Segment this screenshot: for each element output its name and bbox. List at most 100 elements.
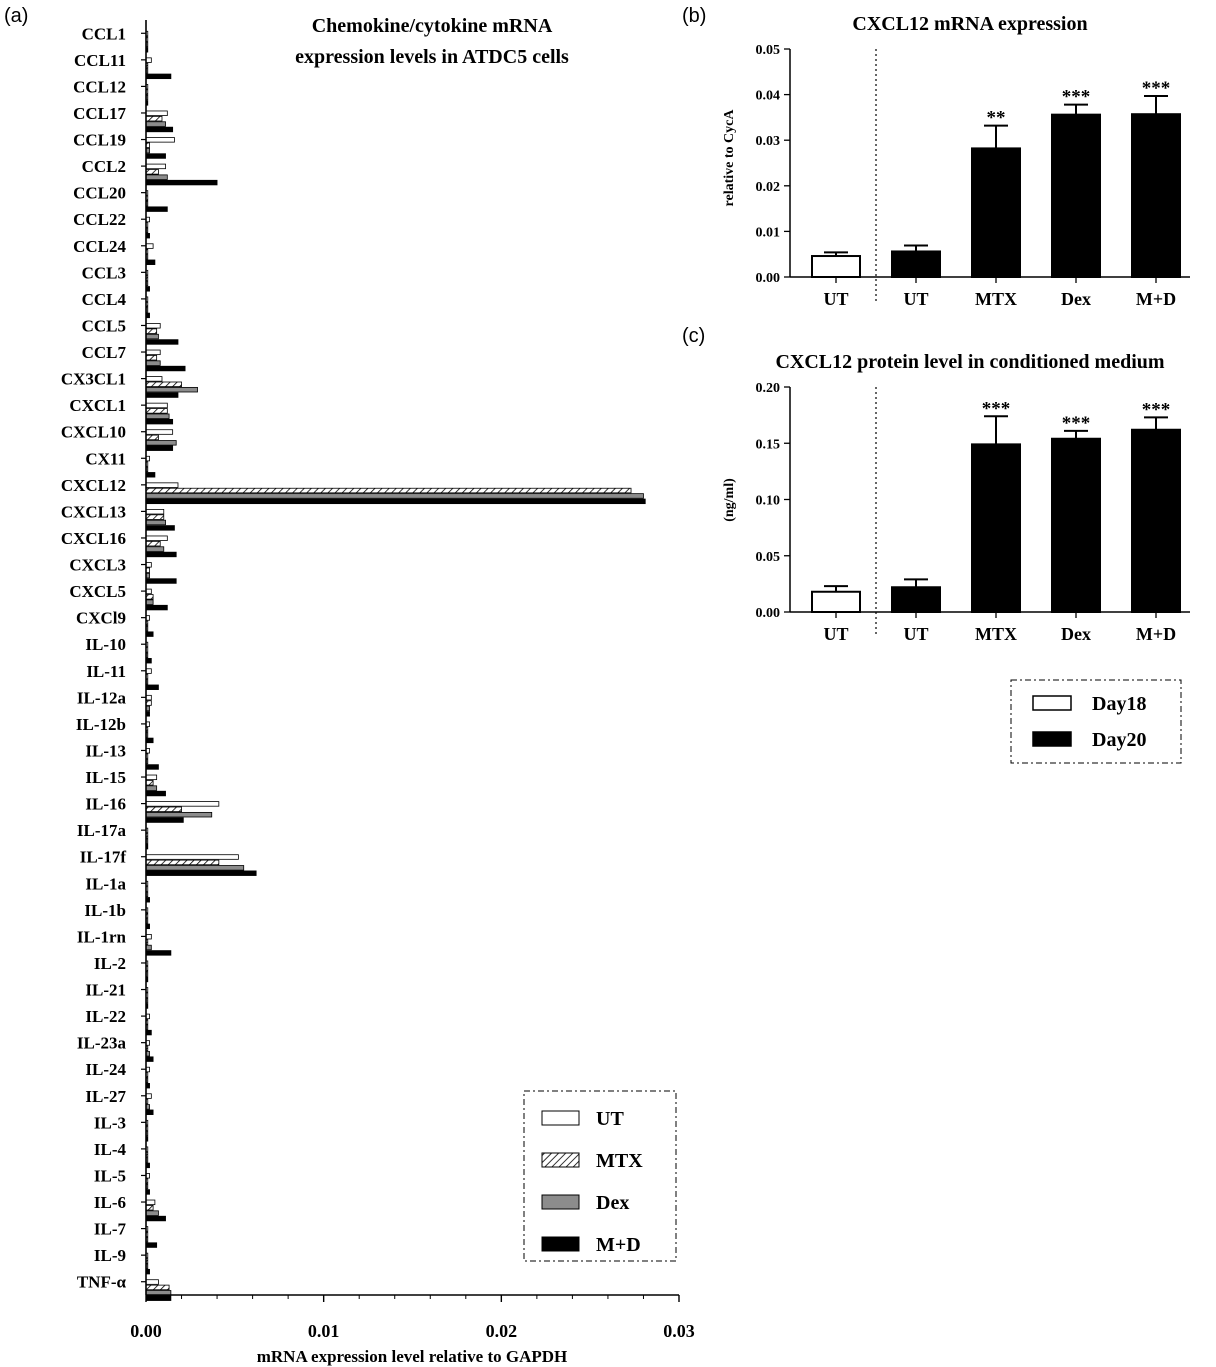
x-tick-label: 0.02 [486,1321,518,1341]
bar-mtx-cxcl10 [145,434,159,441]
bar-dex-day20 [1051,113,1101,278]
category-label: CCL22 [73,210,126,229]
bar-mdd-ccl5 [145,339,179,345]
category-label: CXCL1 [69,396,126,415]
bar-ut-il-15 [145,774,158,781]
category-label: CXCL16 [61,529,126,548]
x-tick-label: 0.01 [308,1321,340,1341]
bar-ut-cxcl16 [145,535,168,541]
x-tick-label: Dex [1061,289,1091,309]
bar-ut-tnf-α [145,1279,159,1285]
x-tick-label: MTX [975,624,1017,644]
category-label: CXCL12 [61,476,126,495]
bar-mdd-il-12b [145,737,154,744]
category-label: IL-2 [94,954,126,973]
panel-b-letter: (b) [682,5,706,27]
legend-swatch [541,1152,580,1168]
legend-label: M+D [596,1234,641,1256]
x-tick-label: 0.03 [663,1321,695,1341]
bar-dex-ccl7 [145,360,161,366]
bar-ut-day18 [811,590,861,613]
bar-dex-cxcl12 [145,493,644,499]
category-label: CCL2 [82,157,126,176]
bar-ut-cxcl13 [145,509,165,515]
bar-mdd-il-16 [145,817,184,823]
bar-dex-ccl2 [145,174,168,180]
category-label: CXCl9 [76,609,126,628]
bar-mtx-tnf-α [145,1284,170,1291]
bar-dex-il-17f [145,865,245,871]
category-label: CX3CL1 [61,370,126,389]
bar-mtx-ccl17 [145,115,163,122]
category-label: CCL17 [73,104,126,123]
bar-dex-cxcl10 [145,440,177,446]
category-label: CCL7 [82,343,127,362]
bar-mdd-tnf-α [145,1295,172,1301]
category-label: IL-21 [85,981,126,1000]
x-tick-label: UT [903,289,928,309]
category-label: IL-15 [85,768,126,787]
bar-mdd-cxcl16 [145,551,177,558]
bar-dex-il-16 [145,811,213,818]
bar-mtx-ccl5 [145,328,158,334]
category-label: CCL5 [82,316,126,335]
category-label: CCL3 [82,263,126,282]
bar-ut-day18 [811,255,861,278]
category-label: CCL20 [73,184,126,203]
y-tick-label: 0.10 [756,494,781,509]
panel-a-letter: (a) [4,5,28,27]
bar-mtx-cxcl12 [145,487,632,494]
category-label: CXCL13 [61,502,126,521]
category-label: CCL4 [82,290,127,309]
bar-ut-ccl5 [145,323,161,329]
bar-mdd-il-13 [145,764,159,770]
category-label: IL-1rn [77,927,127,946]
category-label: IL-27 [85,1087,126,1106]
bar-mdd-il-15 [145,790,166,797]
bar-dex-cxcl5 [145,599,154,605]
category-label: TNF-α [77,1273,127,1292]
bar-mtx-cxcl16 [145,540,161,547]
bar-mdd-ccl17 [145,126,174,133]
legend-swatch [541,1194,580,1210]
panel-b-y-axis-label: relative to CycA [722,109,737,207]
bar-mdd-ccl19 [145,153,166,159]
bar-ut-day20 [891,586,941,613]
bar-dex-il-15 [145,785,158,791]
bar-mdd-il-11 [145,684,159,690]
bar-mdd-il-7 [145,1242,158,1248]
category-label: IL-17f [80,848,127,867]
bar-ut-ccl24 [145,243,154,249]
bar-mtx-il-15 [145,780,154,786]
category-label: IL-16 [85,795,126,814]
panel-a-chart: Chemokine/cytokine mRNA expression level… [61,15,695,1366]
bar-ut-ccl17 [145,110,168,116]
day-legend-frame [1010,679,1182,764]
x-tick-label: Dex [1061,624,1091,644]
panel-c-chart: CXCL12 protein level in conditioned medi… [722,351,1190,644]
bar-ut-il-17f [145,854,239,860]
bar-mtx-cxcl1 [145,408,168,414]
bar-dex-day20 [1051,437,1101,613]
y-tick-label: 0.00 [756,271,781,286]
legend-swatch [541,1110,580,1126]
panel-a-x-axis-label: mRNA expression level relative to GAPDH [257,1347,568,1366]
bar-mtx-il-17f [145,859,220,866]
category-label: IL-1a [85,874,126,893]
bar-ut-ccl7 [145,349,161,356]
category-label: CX11 [85,449,126,468]
bar-dex-ccl17 [145,121,166,127]
legend-swatch [541,1236,580,1252]
y-tick-label: 0.20 [756,381,781,396]
bar-mtx-il-6 [145,1205,154,1211]
category-label: CXCL5 [69,582,126,601]
x-tick-label: M+D [1136,289,1176,309]
bar-dex-cx3cl1 [145,386,198,393]
bar-mtx-day20 [971,443,1021,613]
bar-mdd-il-23a [145,1056,154,1062]
category-label: IL-12a [77,688,127,707]
category-label: CXCL10 [61,423,126,442]
x-tick-label: UT [823,624,848,644]
category-label: IL-24 [85,1060,126,1079]
bar-mdd-ccl2 [145,179,218,186]
